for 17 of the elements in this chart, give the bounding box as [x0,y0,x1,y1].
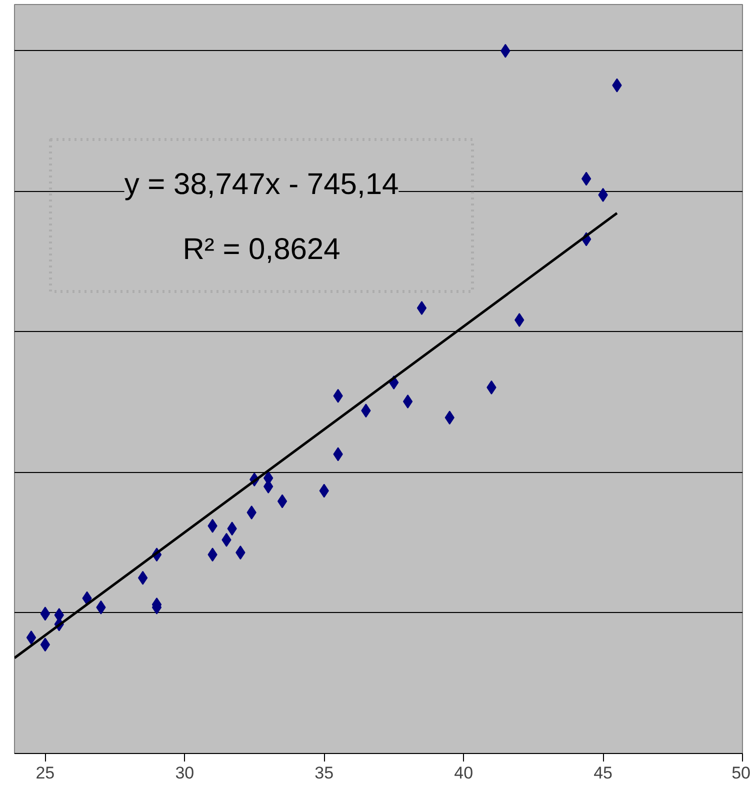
point [26,630,36,645]
point [277,494,288,508]
point [416,301,427,316]
x-tick-label: 45 [594,764,613,782]
point [138,570,148,585]
x-tick-label: 30 [175,764,194,782]
annotation: y = 38,747x - 745,14 [124,168,399,201]
x-tick-label: 35 [314,764,334,782]
annotation: R² = 0,8624 [182,233,340,266]
point [40,638,50,652]
point [40,606,50,621]
point [581,172,592,186]
point [402,394,413,408]
x-tick-label: 50 [732,764,750,782]
x-tick-label: 25 [36,764,55,782]
point [246,506,256,520]
x-tick-label: 40 [454,764,474,782]
